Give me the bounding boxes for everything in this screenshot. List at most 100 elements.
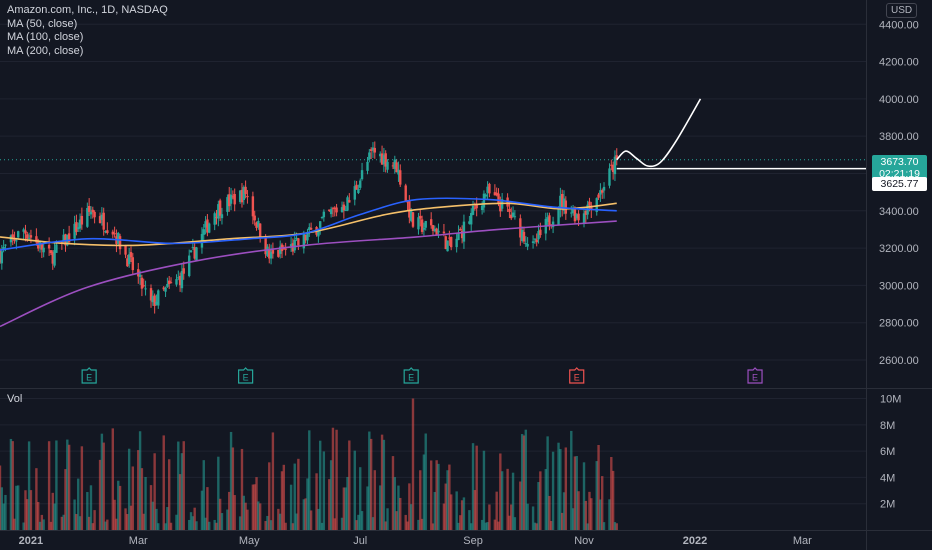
earnings-marker[interactable]: E bbox=[747, 367, 763, 384]
candle-body bbox=[293, 239, 296, 251]
volume-bar bbox=[155, 508, 158, 530]
volume-bar bbox=[399, 497, 402, 530]
volume-bar bbox=[510, 504, 513, 530]
candle bbox=[231, 190, 235, 200]
candle-body bbox=[164, 287, 167, 292]
candle bbox=[446, 240, 449, 252]
volume-bar bbox=[444, 483, 447, 530]
volume-bar bbox=[493, 519, 497, 530]
candle-body bbox=[55, 244, 58, 253]
volume-bar bbox=[506, 468, 509, 530]
volume-bar bbox=[257, 501, 260, 530]
symbol-title[interactable]: Amazon.com, Inc., 1D, NASDAQ bbox=[7, 4, 168, 16]
legend-ma100[interactable]: MA (100, close) bbox=[7, 31, 84, 43]
volume-bar bbox=[118, 485, 122, 530]
candle-body bbox=[118, 236, 122, 250]
volume-bar bbox=[91, 523, 94, 530]
candle-body bbox=[73, 223, 76, 239]
candle bbox=[242, 185, 245, 205]
candle bbox=[537, 224, 540, 244]
volume-bar bbox=[15, 485, 18, 530]
candle bbox=[208, 222, 211, 234]
candle-body bbox=[26, 234, 29, 239]
volume-bar bbox=[67, 444, 71, 530]
candle-body bbox=[226, 197, 229, 212]
candle bbox=[215, 209, 218, 225]
candle bbox=[482, 190, 486, 213]
candle-body bbox=[602, 186, 606, 191]
earnings-marker[interactable]: E bbox=[81, 367, 97, 384]
candle-body bbox=[404, 185, 407, 202]
price-tick-label: 3000.00 bbox=[879, 280, 919, 292]
candle-body bbox=[231, 196, 235, 198]
candle-body bbox=[551, 221, 555, 228]
volume-bar bbox=[597, 444, 600, 530]
volume-bar bbox=[11, 441, 14, 530]
earnings-marker[interactable]: E bbox=[403, 367, 419, 384]
candle-body bbox=[98, 216, 102, 223]
candle bbox=[127, 247, 131, 268]
volume-bar bbox=[435, 460, 438, 530]
price-tick-label: 3800.00 bbox=[879, 131, 919, 143]
candle bbox=[333, 206, 336, 217]
volume-legend[interactable]: Vol bbox=[7, 393, 23, 405]
volume-bar bbox=[342, 487, 346, 530]
candle bbox=[87, 198, 91, 216]
volume-bar bbox=[497, 521, 500, 530]
volume-bar bbox=[346, 476, 349, 530]
candle bbox=[27, 232, 31, 241]
volume-bar bbox=[537, 482, 540, 530]
candle bbox=[435, 227, 438, 235]
candle-body bbox=[511, 212, 515, 217]
candle-body bbox=[77, 227, 80, 230]
volume-bar bbox=[422, 454, 426, 530]
volume-bar bbox=[446, 470, 449, 530]
volume-bar bbox=[24, 490, 27, 530]
volume-bar bbox=[220, 513, 224, 530]
volume-bar bbox=[137, 450, 140, 530]
candle-body bbox=[397, 169, 400, 175]
candle-body bbox=[368, 152, 371, 160]
earnings-marker[interactable]: E bbox=[238, 367, 254, 384]
time-tick-label: Nov bbox=[574, 535, 594, 547]
candle-body bbox=[317, 229, 320, 237]
currency-badge[interactable]: USD bbox=[886, 3, 918, 18]
candle bbox=[444, 235, 447, 250]
candle-body bbox=[255, 222, 258, 228]
volume-bar bbox=[238, 516, 242, 530]
candle-body bbox=[149, 288, 153, 301]
candle-body bbox=[142, 285, 145, 287]
volume-tick-label: 2M bbox=[880, 499, 895, 511]
time-tick-label: Jul bbox=[353, 535, 367, 547]
volume-bar bbox=[98, 459, 102, 530]
candle-body bbox=[480, 205, 484, 210]
earnings-marker-label: E bbox=[86, 373, 92, 383]
earnings-marker-badge bbox=[238, 367, 254, 384]
candle-body bbox=[284, 248, 287, 250]
candle bbox=[584, 209, 588, 223]
candle-body bbox=[306, 233, 309, 241]
volume-bar bbox=[420, 518, 424, 530]
candle bbox=[217, 200, 220, 227]
candle bbox=[468, 215, 471, 225]
candle bbox=[2, 240, 5, 253]
candle-body bbox=[457, 232, 460, 241]
candle-body bbox=[166, 284, 169, 287]
candle-body bbox=[348, 200, 351, 203]
volume-tick-label: 8M bbox=[880, 420, 895, 432]
candle-body bbox=[610, 164, 613, 166]
candle-body bbox=[497, 193, 500, 204]
volume-bar bbox=[168, 459, 171, 530]
volume-bar bbox=[562, 492, 566, 530]
legend-ma50[interactable]: MA (50, close) bbox=[7, 17, 78, 30]
candle bbox=[157, 289, 160, 309]
earnings-marker[interactable]: E bbox=[569, 367, 585, 384]
legend-ma200[interactable]: MA (200, close) bbox=[7, 44, 84, 57]
volume-bar bbox=[78, 516, 82, 530]
volume-bar bbox=[66, 439, 69, 530]
volume-bar bbox=[571, 508, 575, 530]
earnings-marker-badge bbox=[81, 367, 97, 384]
